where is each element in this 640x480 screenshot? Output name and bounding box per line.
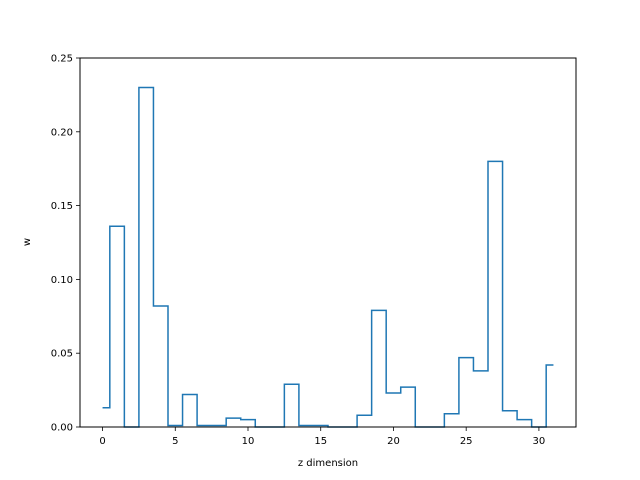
y-tick-label: 0.25 <box>51 54 73 65</box>
x-tick-label: 5 <box>172 436 178 447</box>
y-tick-label: 0.15 <box>51 201 73 212</box>
x-axis-label: z dimension <box>298 458 358 469</box>
y-tick-label: 0.05 <box>51 349 73 360</box>
x-axis-ticks: 0 5 10 15 20 25 30 <box>99 427 545 447</box>
y-tick-label: 0.10 <box>51 275 73 286</box>
y-axis-label: w <box>22 238 33 246</box>
y-axis-ticks: 0.00 0.05 0.10 0.15 0.20 0.25 <box>51 54 80 434</box>
x-tick-label: 30 <box>533 436 546 447</box>
x-tick-label: 10 <box>242 436 255 447</box>
y-tick-label: 0.00 <box>51 423 73 434</box>
x-tick-label: 0 <box>99 436 105 447</box>
x-tick-label: 20 <box>387 436 400 447</box>
y-tick-label: 0.20 <box>51 127 73 138</box>
plot-area-background <box>80 58 576 427</box>
x-tick-label: 25 <box>460 436 473 447</box>
x-tick-label: 15 <box>314 436 327 447</box>
